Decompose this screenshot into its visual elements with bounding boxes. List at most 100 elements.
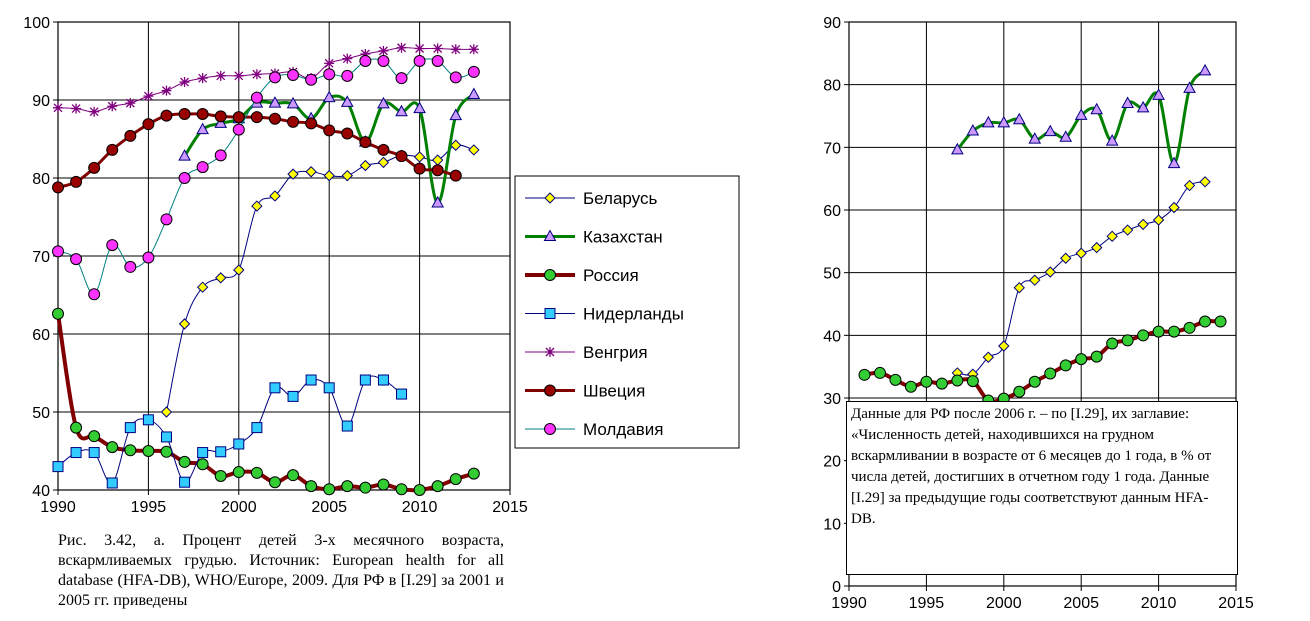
left-data-point (413, 151, 426, 163)
left-data-point (305, 117, 318, 130)
left-data-point (269, 382, 281, 394)
left-data-point (449, 473, 462, 486)
left-data-point (467, 467, 480, 480)
left-data-point (449, 108, 463, 121)
left-data-point (377, 374, 389, 386)
left-data-point (160, 213, 173, 226)
left-data-point (395, 72, 408, 85)
left-data-point (287, 115, 300, 128)
right-data-point (1075, 247, 1087, 259)
legend-marker (543, 229, 557, 241)
left-data-point (341, 420, 353, 432)
left-xtick-label: 2000 (221, 499, 257, 516)
left-chart: 1990 1995 2000 2005 2010 2015 40 50 60 70 80 90 100 Б… (23, 15, 740, 516)
left-data-point (431, 195, 445, 208)
left-data-point (467, 87, 481, 100)
right-data-point (1028, 375, 1041, 388)
left-data-point (377, 143, 390, 156)
left-data-point (378, 45, 389, 56)
left-data-point (89, 106, 100, 117)
right-data-point (889, 373, 902, 386)
left-data-point (287, 390, 299, 402)
left-data-point (88, 430, 101, 443)
right-data-point (998, 340, 1010, 352)
left-data-point (106, 239, 119, 252)
right-data-point (1013, 385, 1026, 398)
right-series-0 (951, 63, 1212, 169)
left-data-point (413, 55, 426, 67)
left-data-point (305, 166, 317, 178)
right-data-point (1028, 132, 1042, 144)
right-data-point (1121, 96, 1134, 108)
left-data-point (124, 260, 137, 273)
left-data-point (178, 172, 191, 184)
left-data-point (70, 175, 83, 188)
right-xtick-label: 2000 (986, 595, 1022, 612)
left-data-point (269, 190, 281, 202)
left-data-point (377, 96, 390, 109)
left-data-point (233, 70, 244, 81)
left-data-point (106, 143, 119, 156)
right-data-point (1168, 325, 1181, 338)
left-data-point (359, 481, 372, 494)
right-series-1 (951, 176, 1211, 380)
right-data-point (1043, 124, 1057, 137)
left-data-point (214, 116, 228, 128)
left-data-point (250, 111, 263, 124)
right-data-point (935, 377, 948, 390)
left-data-point (160, 431, 172, 443)
left-data-point (413, 101, 426, 114)
left-data-point (359, 159, 372, 172)
left-data-point (125, 98, 136, 109)
left-data-point (268, 71, 281, 84)
right-data-point (920, 375, 933, 388)
left-data-point (215, 272, 227, 284)
right-chart: 1990 1995 2000 2005 2010 2015 0 10 20 30 40 50 60 70 8… (823, 15, 1254, 612)
legend-item: Беларусь (525, 189, 657, 208)
left-data-point (215, 70, 226, 81)
left-data-point (323, 483, 336, 496)
left-data-point (251, 200, 263, 212)
right-data-point (1059, 130, 1073, 142)
left-data-point (250, 466, 263, 479)
right-xtick-label: 1995 (909, 595, 945, 612)
left-data-point (107, 101, 118, 112)
left-data-point (143, 91, 154, 102)
right-ytick-label: 50 (823, 266, 841, 283)
left-data-point (396, 42, 407, 53)
legend-item: Молдавия (525, 420, 663, 439)
left-series-line (57, 58, 474, 295)
left-series-5 (52, 108, 462, 194)
right-plot-frame (848, 21, 1237, 587)
left-data-point (196, 122, 209, 135)
right-xtick-label: 2015 (1218, 595, 1254, 612)
right-data-point (858, 368, 871, 381)
left-data-point (250, 91, 263, 104)
right-data-point (966, 375, 979, 388)
left-data-point (214, 110, 227, 123)
right-ytick-label: 0 (832, 579, 841, 596)
right-ytick-label: 60 (823, 203, 841, 220)
right-data-point (1183, 81, 1196, 93)
right-data-point (1183, 179, 1196, 192)
left-data-point (214, 149, 227, 162)
right-ytick-label: 40 (823, 328, 841, 345)
left-data-point (377, 156, 390, 169)
legend-marker (544, 423, 556, 435)
left-data-point (431, 55, 444, 67)
left-data-point (178, 149, 191, 161)
left-data-point (196, 281, 209, 293)
left-data-point (142, 414, 154, 426)
left-series-line (56, 313, 475, 493)
right-data-point (1044, 367, 1057, 380)
right-data-point (1121, 334, 1134, 347)
left-data-point (53, 102, 63, 113)
left-data-point (287, 469, 300, 482)
right-data-point (1167, 156, 1181, 169)
left-xtick-label: 1990 (40, 499, 76, 516)
right-data-point (1090, 102, 1104, 115)
left-data-point (305, 480, 318, 493)
left-data-point (88, 161, 101, 174)
left-data-point (71, 103, 82, 114)
left-data-point (52, 307, 64, 320)
